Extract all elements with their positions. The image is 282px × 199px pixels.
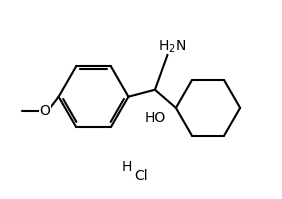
Text: HO: HO <box>144 111 166 125</box>
Text: H: H <box>122 160 132 174</box>
Text: H$_2$N: H$_2$N <box>158 38 186 55</box>
Text: Cl: Cl <box>134 169 148 183</box>
Text: O: O <box>39 104 50 118</box>
